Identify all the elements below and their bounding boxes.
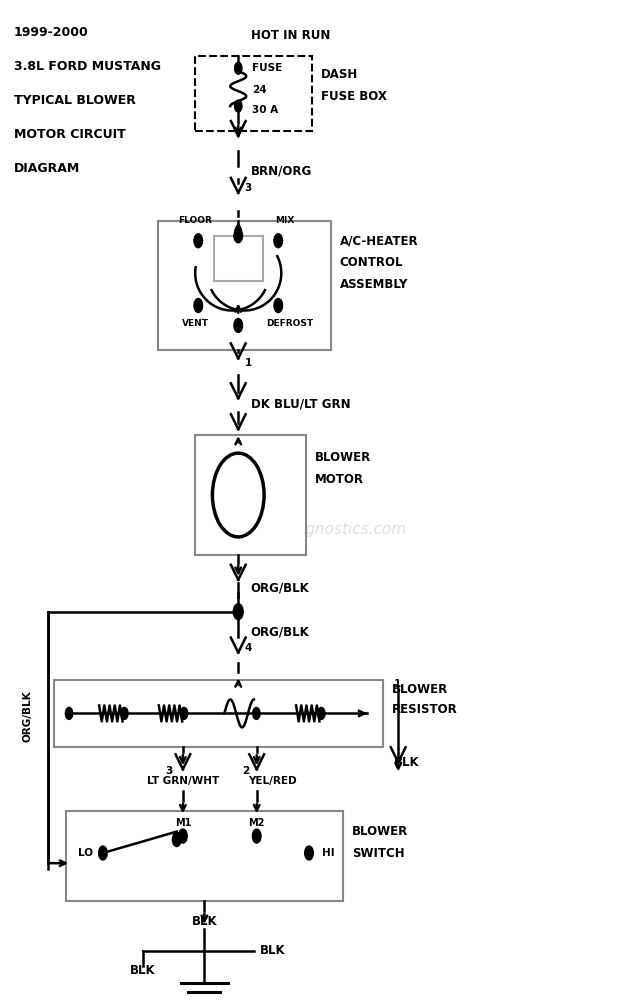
Circle shape bbox=[253, 707, 260, 719]
Text: ORG/BLK: ORG/BLK bbox=[250, 625, 309, 638]
Text: BLOWER: BLOWER bbox=[352, 825, 408, 838]
Circle shape bbox=[180, 707, 188, 719]
Circle shape bbox=[194, 234, 203, 248]
Circle shape bbox=[99, 846, 107, 860]
Circle shape bbox=[179, 829, 187, 843]
Text: easyautodiagnostics.com: easyautodiagnostics.com bbox=[212, 522, 406, 537]
Text: ASSEMBLY: ASSEMBLY bbox=[340, 278, 408, 291]
Text: 3: 3 bbox=[166, 766, 173, 776]
Text: FUSE BOX: FUSE BOX bbox=[321, 90, 387, 103]
Circle shape bbox=[235, 100, 242, 112]
Bar bbox=[66, 811, 343, 901]
Bar bbox=[195, 435, 306, 555]
Text: A/C-HEATER: A/C-HEATER bbox=[340, 234, 418, 247]
Text: LO: LO bbox=[78, 848, 93, 858]
Bar bbox=[158, 221, 331, 350]
Text: 1999-2000: 1999-2000 bbox=[14, 26, 88, 39]
Text: 1: 1 bbox=[394, 679, 401, 689]
Text: 1: 1 bbox=[244, 358, 252, 368]
Circle shape bbox=[172, 833, 181, 847]
Text: HOT IN RUN: HOT IN RUN bbox=[250, 29, 330, 42]
Text: M: M bbox=[227, 485, 249, 505]
Text: 4: 4 bbox=[244, 643, 252, 653]
Text: MOTOR CIRCUIT: MOTOR CIRCUIT bbox=[14, 128, 125, 141]
Circle shape bbox=[234, 604, 243, 620]
Circle shape bbox=[66, 707, 73, 719]
Text: 2: 2 bbox=[242, 766, 249, 776]
Text: DASH: DASH bbox=[321, 68, 358, 81]
Text: ORG/BLK: ORG/BLK bbox=[250, 581, 309, 594]
Circle shape bbox=[234, 319, 242, 332]
Text: 30 A: 30 A bbox=[252, 105, 279, 115]
Text: BLOWER: BLOWER bbox=[315, 451, 371, 464]
Text: CONTROL: CONTROL bbox=[340, 256, 404, 269]
Text: BLK: BLK bbox=[130, 964, 156, 977]
Text: TYPICAL BLOWER: TYPICAL BLOWER bbox=[14, 94, 135, 107]
Text: FLOOR: FLOOR bbox=[178, 216, 212, 225]
Text: BRN/ORG: BRN/ORG bbox=[250, 164, 312, 177]
Circle shape bbox=[252, 829, 261, 843]
Text: BLOWER: BLOWER bbox=[392, 683, 448, 696]
Text: YEL/RED: YEL/RED bbox=[248, 776, 297, 786]
Circle shape bbox=[274, 234, 282, 248]
Text: M1: M1 bbox=[175, 818, 191, 828]
Text: FUSE: FUSE bbox=[252, 63, 282, 73]
Bar bbox=[195, 56, 312, 131]
Text: RESISTOR: RESISTOR bbox=[392, 703, 458, 716]
Text: 24: 24 bbox=[252, 85, 267, 95]
Text: VENT: VENT bbox=[182, 319, 209, 328]
Text: SWITCH: SWITCH bbox=[352, 847, 405, 860]
Bar bbox=[54, 680, 383, 747]
Text: DIAGRAM: DIAGRAM bbox=[14, 162, 80, 175]
Text: ORG/BLK: ORG/BLK bbox=[23, 691, 33, 742]
Circle shape bbox=[305, 846, 313, 860]
Circle shape bbox=[194, 299, 203, 313]
Circle shape bbox=[234, 229, 242, 243]
Circle shape bbox=[274, 299, 282, 313]
Circle shape bbox=[121, 707, 128, 719]
Text: 3.8L FORD MUSTANG: 3.8L FORD MUSTANG bbox=[14, 60, 161, 73]
Text: DK BLU/LT GRN: DK BLU/LT GRN bbox=[250, 398, 350, 411]
Text: 3: 3 bbox=[244, 183, 252, 193]
Text: M2: M2 bbox=[248, 818, 265, 828]
Text: MIX: MIX bbox=[275, 216, 294, 225]
Text: BLK: BLK bbox=[394, 756, 420, 769]
Text: LT GRN/WHT: LT GRN/WHT bbox=[146, 776, 219, 786]
Text: BLK: BLK bbox=[192, 915, 217, 928]
Circle shape bbox=[213, 453, 264, 537]
Circle shape bbox=[318, 707, 325, 719]
Text: DEFROST: DEFROST bbox=[266, 319, 313, 328]
Text: MOTOR: MOTOR bbox=[315, 473, 364, 486]
Text: BLK: BLK bbox=[260, 944, 286, 957]
Text: HI: HI bbox=[323, 848, 335, 858]
Circle shape bbox=[235, 62, 242, 74]
